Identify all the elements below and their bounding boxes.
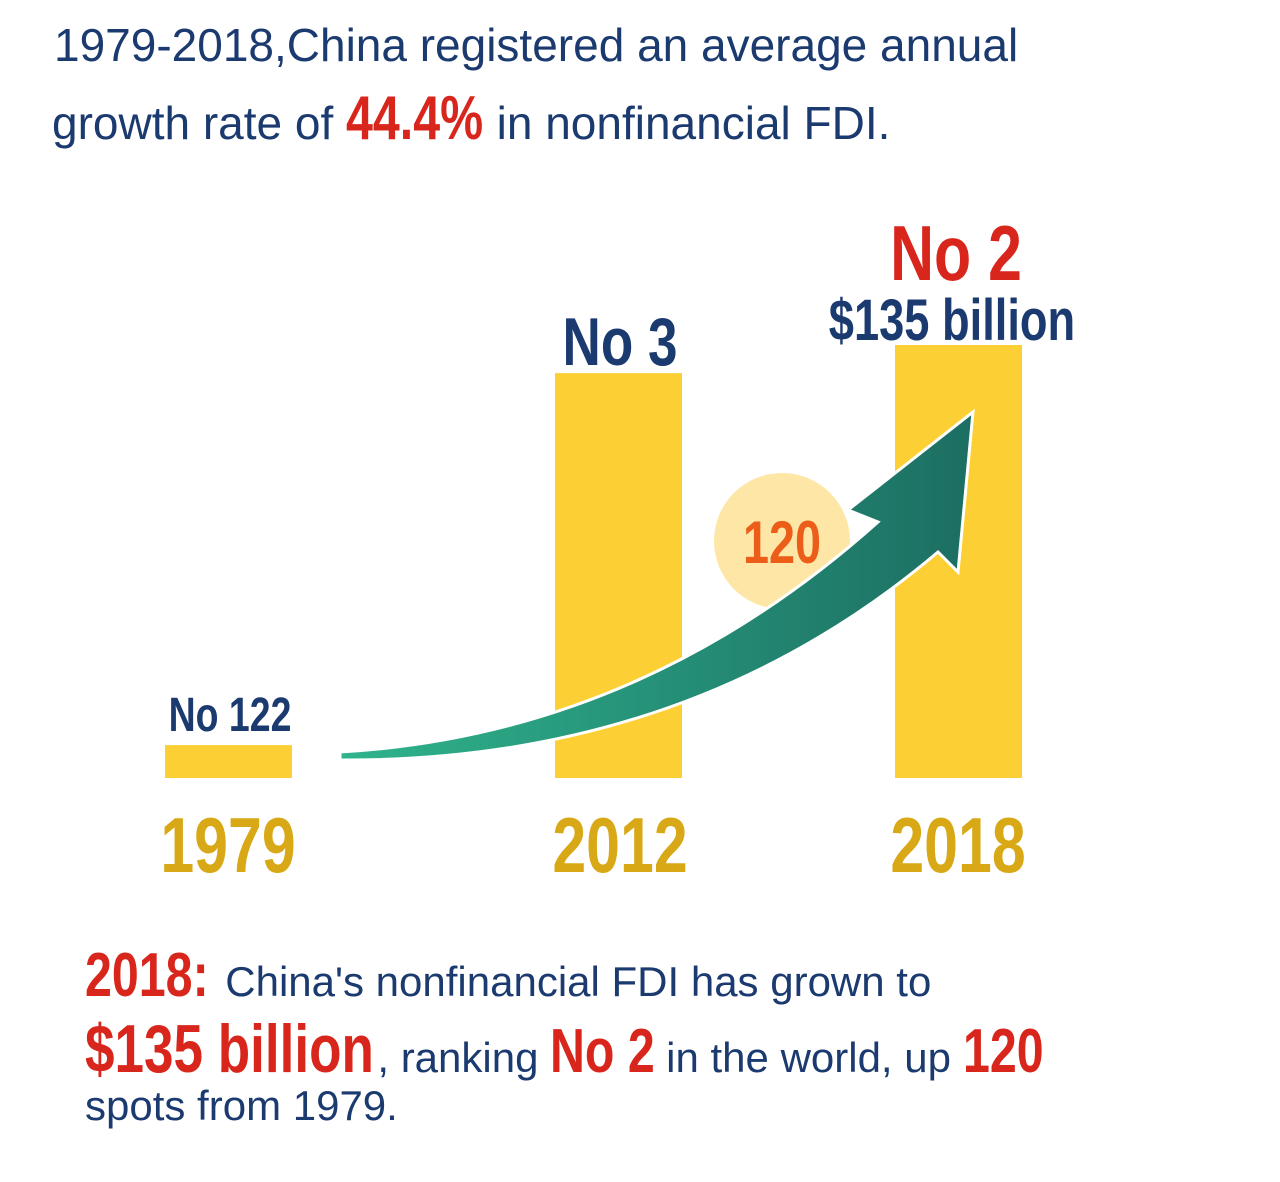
rank-label-2012: No 3 <box>546 303 693 381</box>
bar-1979 <box>165 745 292 778</box>
year-label-2018: 2018 <box>871 800 1045 891</box>
year-label-text: 1979 <box>160 801 296 889</box>
value-label-text: $135 billion <box>828 288 1076 353</box>
header-line-2-suffix: in nonfinancial FDI. <box>496 97 891 149</box>
footer-amount: $135 billion <box>85 1011 374 1087</box>
year-label-text: 2018 <box>890 801 1026 889</box>
rank-change-label: 120 <box>732 508 832 577</box>
footer-spots: 120 <box>962 1017 1044 1086</box>
footer-world-text: in the world, up <box>666 1034 951 1081</box>
footer-ranking-text: , ranking <box>377 1034 539 1081</box>
year-label-text: 2012 <box>552 801 688 889</box>
footer-line-1: 2018: China's nonfinancial FDI has grown… <box>85 940 931 1011</box>
value-label-2018: $135 billion <box>794 287 1110 354</box>
rank-change-text: 120 <box>742 509 822 576</box>
year-label-2012: 2012 <box>533 800 707 891</box>
rank-label-text: No 122 <box>168 689 292 742</box>
footer-line-3: spots from 1979. <box>85 1082 398 1129</box>
header-line-2: growth rate of 44.4% in nonfinancial FDI… <box>52 88 890 150</box>
rank-label-2018: No 2 <box>871 208 1040 299</box>
footer-year: 2018: <box>85 941 209 1010</box>
growth-rate-highlight: 44.4% <box>346 84 484 153</box>
header-line-2-prefix: growth rate of <box>52 97 334 149</box>
footer-line-2: $135 billion, ranking No 2 in the world,… <box>85 1010 1066 1088</box>
rank-label-text: No 2 <box>890 209 1022 297</box>
growth-arrow-icon <box>338 408 975 762</box>
header-line-1: 1979-2018,China registered an average an… <box>54 19 1019 71</box>
rank-label-1979: No 122 <box>151 688 308 743</box>
year-label-1979: 1979 <box>141 800 315 891</box>
rank-label-text: No 3 <box>562 304 678 380</box>
footer-rank: No 2 <box>550 1017 655 1086</box>
footer-line-1-text: China's nonfinancial FDI has grown to <box>225 958 932 1005</box>
